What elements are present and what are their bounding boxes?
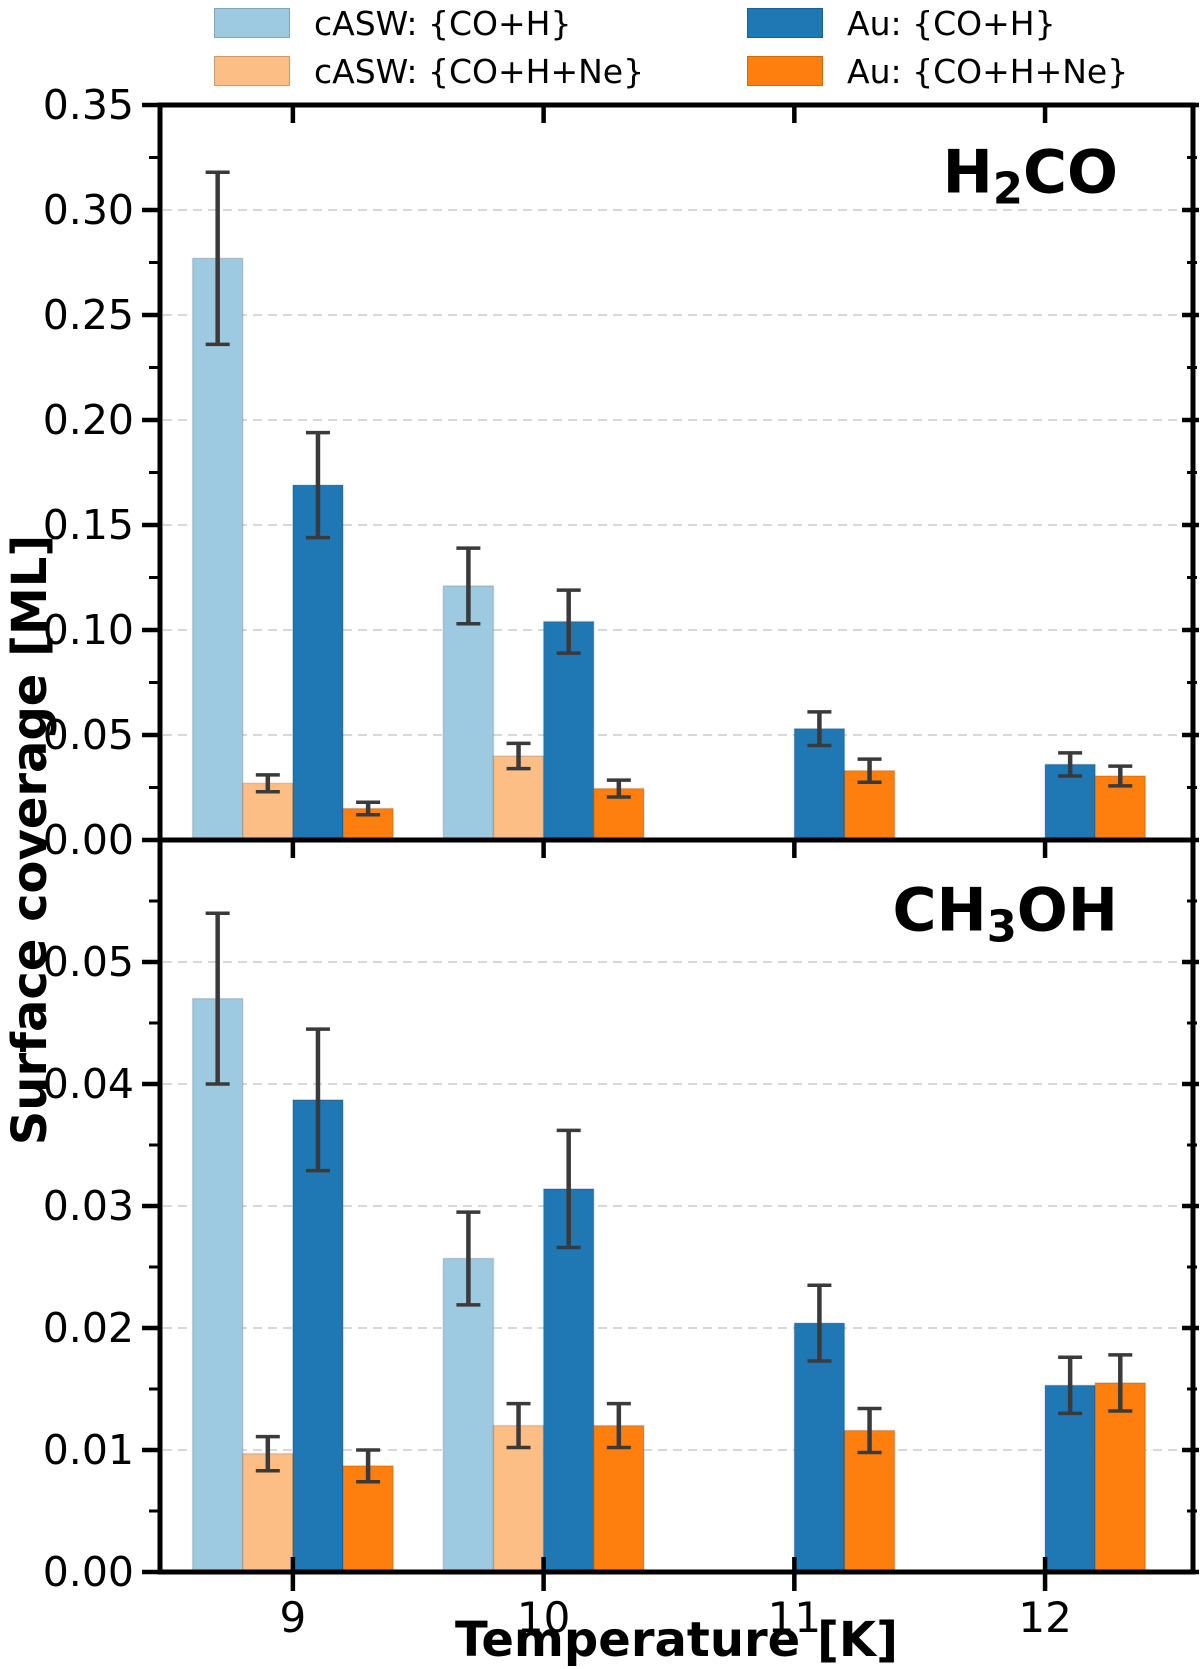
x-axis-label: Temperature [K] — [454, 1612, 899, 1668]
legend-swatch-casw-cohne — [214, 56, 290, 86]
y-tick-label: 0.05 — [43, 938, 134, 986]
bar-CH3OH-cASW: {CO+H+Ne}-10K — [492, 1424, 545, 1573]
x-tick-label: 10 — [517, 1593, 570, 1642]
formula-text: CO — [1022, 137, 1118, 208]
legend-swatch-au-cohne — [747, 56, 823, 86]
formula-text: CH — [892, 875, 987, 946]
legend-swatch-au-coh — [747, 8, 823, 38]
formula-text: OH — [1016, 875, 1118, 946]
formula-subscript: 3 — [986, 902, 1017, 953]
bar-H2CO-Au: {CO+H}-10K — [542, 620, 595, 841]
bar-CH3OH-Au: {CO+H+Ne}-10K — [593, 1424, 645, 1573]
legend-label: cASW: {CO+H+Ne} — [314, 51, 645, 91]
legend-item: Au: {CO+H} — [747, 3, 1056, 43]
y-axis-label: Surface coverage [ML] — [2, 534, 58, 1146]
bar-CH3OH-Au: {CO+H}-9K — [292, 1099, 344, 1573]
formula-subscript: 2 — [992, 164, 1023, 215]
y-tick-label: 0.35 — [43, 81, 134, 129]
bar-CH3OH-Au: {CO+H+Ne}-9K — [342, 1465, 394, 1573]
legend-item: cASW: {CO+H+Ne} — [214, 51, 645, 91]
y-tick-label: 0.10 — [43, 606, 134, 654]
y-tick-label: 0.20 — [43, 396, 134, 444]
x-tick-label: 9 — [280, 1593, 307, 1642]
y-tick-label: 0.15 — [43, 501, 134, 549]
y-tick-label: 0.05 — [43, 711, 134, 759]
panel-title-ch3oh: CH3OH — [892, 876, 1118, 953]
y-tick-label: 0.02 — [43, 1304, 134, 1352]
legend-item: Au: {CO+H+Ne} — [747, 51, 1129, 91]
x-tick-label: 12 — [1018, 1593, 1071, 1642]
y-tick-label: 0.30 — [43, 186, 134, 234]
legend-label: Au: {CO+H+Ne} — [847, 51, 1129, 91]
legend-label: Au: {CO+H} — [847, 3, 1056, 43]
bar-CH3OH-cASW: {CO+H}-9K — [191, 997, 244, 1573]
legend-item: cASW: {CO+H} — [214, 3, 572, 43]
panel-border-bottom — [157, 837, 1196, 1575]
y-tick-label: 0.25 — [43, 291, 134, 339]
y-tick-label: 0.03 — [43, 1182, 134, 1230]
bar-CH3OH-Au: {CO+H}-10K — [542, 1188, 595, 1573]
bar-CH3OH-Au: {CO+H+Ne}-12K — [1094, 1382, 1147, 1573]
legend-swatch-casw-coh — [214, 8, 290, 38]
legend-label: cASW: {CO+H} — [314, 3, 572, 43]
y-tick-label: 0.01 — [43, 1426, 134, 1474]
y-tick-label: 0.00 — [43, 1548, 134, 1596]
formula-text: H — [942, 137, 993, 208]
panel-title-h2co: H2CO — [943, 138, 1118, 215]
x-tick-label: 11 — [768, 1593, 821, 1642]
y-tick-label: 0.00 — [43, 816, 134, 864]
bar-H2CO-Au: {CO+H}-9K — [292, 484, 344, 841]
bar-H2CO-cASW: {CO+H}-10K — [442, 585, 495, 841]
y-tick-label: 0.04 — [43, 1060, 134, 1108]
